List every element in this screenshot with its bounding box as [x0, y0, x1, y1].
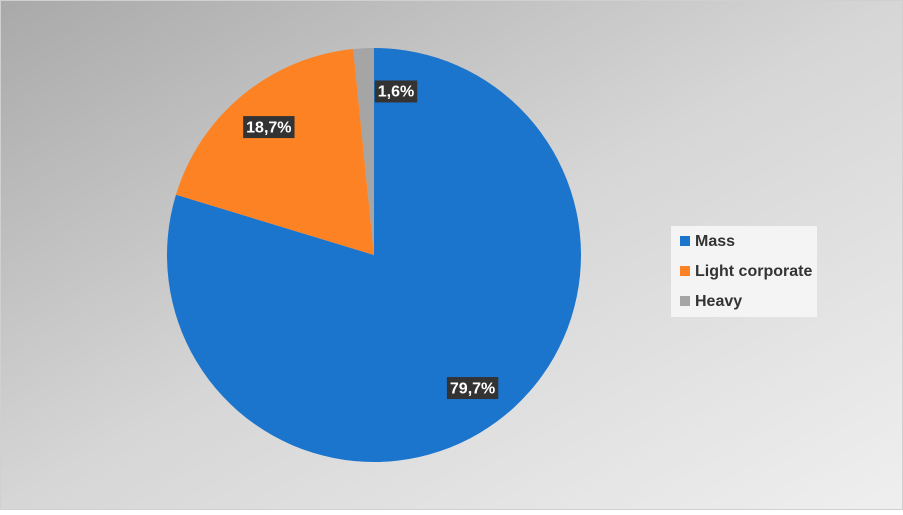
data-label: 1,6%: [374, 80, 418, 103]
data-label-box: [446, 377, 499, 400]
legend-label: Light corporate: [695, 263, 812, 280]
data-label-text: 1,6%: [378, 84, 414, 101]
data-label-box: [374, 80, 418, 103]
legend-swatch: [680, 236, 690, 246]
legend-swatch: [680, 296, 690, 306]
pie-slice: [353, 48, 374, 255]
legend-label: Heavy: [695, 293, 742, 310]
data-label-text: 79,7%: [450, 380, 495, 397]
legend-swatch: [680, 266, 690, 276]
data-label-text: 18,7%: [246, 119, 291, 136]
data-label-box: [243, 116, 295, 139]
pie-slice: [175, 49, 374, 256]
data-label: 18,7%: [243, 116, 295, 139]
data-labels: 79,7% 18,7% 1,6%: [243, 80, 499, 400]
legend-label: Mass: [695, 233, 735, 250]
legend-box: [671, 226, 817, 317]
legend: Mass Light corporate Heavy: [680, 233, 812, 310]
data-label: 79,7%: [446, 377, 499, 400]
pie: [167, 48, 581, 462]
